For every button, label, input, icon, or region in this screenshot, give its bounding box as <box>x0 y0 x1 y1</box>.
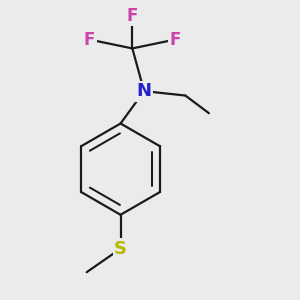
Text: F: F <box>127 7 138 25</box>
Text: N: N <box>136 82 152 100</box>
Text: F: F <box>169 31 181 49</box>
Text: S: S <box>114 240 127 258</box>
Text: F: F <box>84 31 95 49</box>
